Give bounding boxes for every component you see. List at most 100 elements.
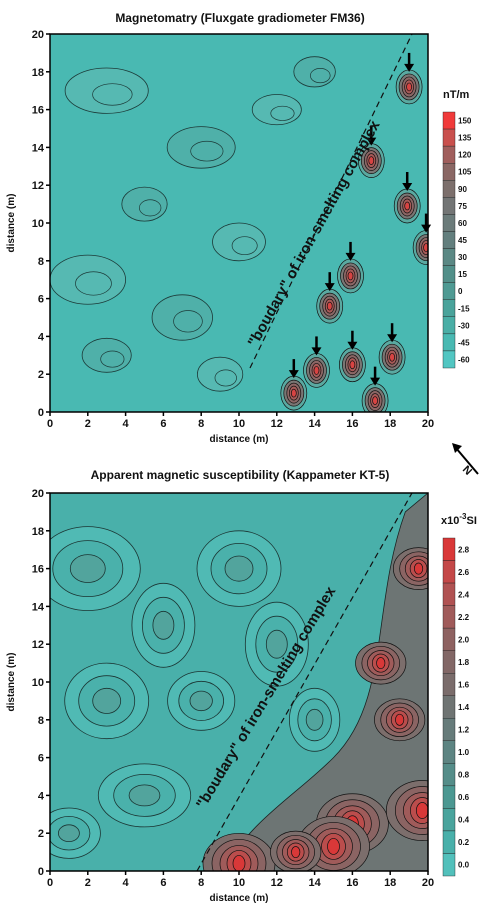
x-tick-label: 6 <box>160 877 166 889</box>
anomaly-ring <box>290 388 297 398</box>
boundary-line <box>196 492 413 872</box>
colorbar-label: 0.8 <box>458 771 470 780</box>
y-tick-label: 8 <box>38 256 44 268</box>
y-tick-label: 16 <box>32 564 44 576</box>
colorbar-label: 120 <box>458 151 472 160</box>
colorbar-swatch <box>442 316 456 335</box>
x-tick-label: 14 <box>308 418 321 430</box>
background-contour <box>151 294 213 341</box>
y-tick-label: 12 <box>32 180 44 192</box>
colorbar-label: 0.2 <box>458 838 470 847</box>
colorbar-label: 0 <box>458 287 463 296</box>
high-zone <box>219 493 428 871</box>
colorbar-label: 30 <box>458 253 467 262</box>
anomaly-ring <box>372 396 378 406</box>
colorbar-swatch <box>442 537 456 561</box>
colorbar-label: 1.6 <box>458 680 470 689</box>
y-tick-label: 4 <box>38 331 45 343</box>
colorbar-swatch <box>442 111 456 130</box>
background-contour <box>128 784 161 807</box>
colorbar-label: 2.8 <box>458 545 470 554</box>
chart-title: Apparent magnetic susceptibility (Kappam… <box>91 468 390 482</box>
background-contour <box>152 610 175 640</box>
x-tick-label: 12 <box>271 418 283 430</box>
colorbar-label: 1.2 <box>458 726 470 735</box>
y-tick-label: 12 <box>32 639 44 651</box>
colorbar-label: 135 <box>458 134 472 143</box>
x-tick-label: 4 <box>123 877 130 889</box>
background-contour <box>212 222 266 262</box>
arrow-head <box>311 347 322 356</box>
colorbar-label: -15 <box>458 304 470 313</box>
arrow-head <box>366 137 377 146</box>
x-tick-label: 6 <box>160 418 166 430</box>
background-contour <box>166 126 236 169</box>
colorbar-swatch <box>442 695 456 719</box>
x-tick-label: 14 <box>308 877 321 889</box>
colorbar-label: 0.6 <box>458 793 470 802</box>
colorbar-swatch <box>442 785 456 809</box>
x-tick-label: 16 <box>346 418 358 430</box>
contour-field <box>50 56 428 412</box>
chart-panel-1: Magnetomatry (Fluxgate gradiometer FM36)… <box>6 11 472 445</box>
colorbar-label: -60 <box>458 355 470 364</box>
colorbar-swatch <box>442 145 456 164</box>
y-tick-label: 2 <box>38 828 44 840</box>
colorbar-swatch <box>442 180 456 198</box>
anomaly-ring <box>406 82 412 92</box>
north-arrow: N <box>452 443 479 478</box>
colorbar: 2.8 2.6 2.4 2.2 2.0 1.8 1.6 1.4 1.2 1.0 0.8 0.6 0.4 0… <box>441 512 477 877</box>
chart-panel-2: Apparent magnetic susceptibility (Kappam… <box>6 468 477 904</box>
x-tick-label: 2 <box>85 877 91 889</box>
hotspot-ring <box>413 562 424 575</box>
colorbar-label: 0.4 <box>458 816 470 825</box>
colorbar-label: 150 <box>458 117 472 126</box>
colorbar-label: -45 <box>458 338 470 347</box>
y-tick-label: 2 <box>38 369 44 381</box>
y-tick-label: 10 <box>32 677 44 689</box>
arrow-head <box>370 377 381 386</box>
y-tick-label: 10 <box>32 218 44 230</box>
anomaly-ring <box>326 301 333 311</box>
colorbar-swatch <box>442 763 456 787</box>
x-tick-label: 8 <box>198 418 204 430</box>
background-contour <box>58 824 80 842</box>
colorbar-label: 75 <box>458 202 467 211</box>
colorbar-swatch <box>442 299 456 318</box>
x-axis-label: distance (m) <box>210 893 269 904</box>
anomaly-ring <box>313 366 320 375</box>
colorbar-unit: x10-3SI <box>441 512 477 527</box>
hotspot-ring <box>395 713 405 726</box>
colorbar-swatch <box>442 808 456 832</box>
background-contour <box>81 337 132 373</box>
background-contour <box>251 94 302 126</box>
colorbar-swatch <box>442 333 456 352</box>
colorbar-label: -30 <box>458 321 470 330</box>
background-contour <box>270 105 295 121</box>
colorbar: 1501351201059075604530150-15-30-45-60nT/… <box>442 89 472 369</box>
colorbar-label: 1.8 <box>458 658 470 667</box>
chart-title: Magnetomatry (Fluxgate gradiometer FM36) <box>115 11 364 25</box>
hotspot-ring <box>376 657 386 670</box>
background-contour <box>139 199 162 217</box>
x-axis-label: distance (m) <box>210 434 269 445</box>
unit-suffix: SI <box>466 515 476 527</box>
colorbar-swatch <box>442 282 456 300</box>
background-contour <box>64 67 149 114</box>
colorbar-swatch <box>442 740 456 764</box>
anomaly-arrow <box>402 171 413 191</box>
colorbar-swatch <box>442 582 456 606</box>
anomaly-arrow <box>345 241 356 261</box>
colorbar-swatch <box>442 248 456 266</box>
background-contour <box>293 56 336 88</box>
x-tick-label: 12 <box>271 877 283 889</box>
y-tick-label: 20 <box>32 488 44 500</box>
colorbar-swatch <box>442 560 456 584</box>
background-contour <box>69 554 106 583</box>
background-contour <box>197 356 244 392</box>
background-contour <box>190 140 224 162</box>
x-tick-label: 10 <box>233 418 245 430</box>
anomaly-arrow <box>288 359 299 379</box>
colorbar-swatch <box>442 605 456 629</box>
hotspot-ring <box>415 802 428 819</box>
